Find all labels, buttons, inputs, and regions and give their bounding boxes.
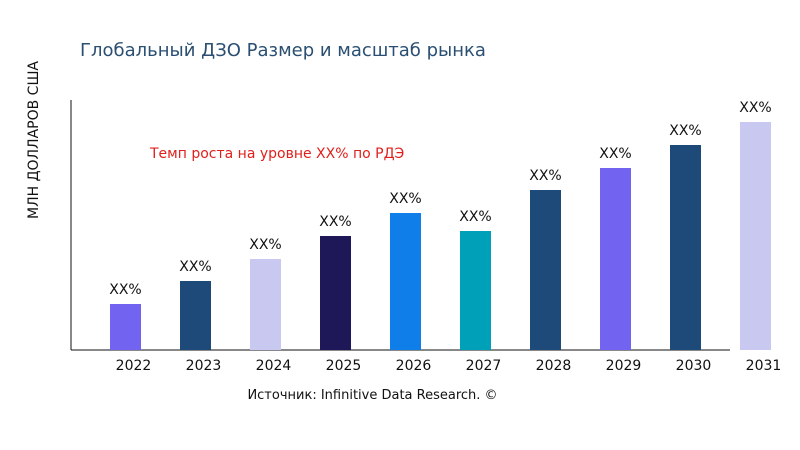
x-tick-2026: 2026 bbox=[396, 358, 432, 374]
data-label-2022: XX% bbox=[109, 282, 141, 298]
x-tick-2023: 2023 bbox=[186, 358, 222, 374]
data-label-2023: XX% bbox=[179, 259, 211, 275]
bar-2031 bbox=[740, 122, 771, 350]
bar-2027 bbox=[460, 231, 491, 350]
data-label-2027: XX% bbox=[459, 209, 491, 225]
bar-2023 bbox=[180, 281, 211, 350]
x-tick-2029: 2029 bbox=[606, 358, 642, 374]
data-label-2029: XX% bbox=[599, 146, 631, 162]
data-label-2024: XX% bbox=[249, 237, 281, 253]
x-tick-2030: 2030 bbox=[676, 358, 712, 374]
data-label-2030: XX% bbox=[669, 123, 701, 139]
chart-title: Глобальный ДЗО Размер и масштаб рынка bbox=[80, 40, 486, 61]
x-tick-2028: 2028 bbox=[536, 358, 572, 374]
data-label-2025: XX% bbox=[319, 214, 351, 230]
x-tick-2027: 2027 bbox=[466, 358, 502, 374]
data-label-2031: XX% bbox=[739, 100, 771, 116]
bar-2025 bbox=[320, 236, 351, 350]
x-tick-2024: 2024 bbox=[256, 358, 292, 374]
source-note: Источник: Infinitive Data Research. © bbox=[247, 388, 498, 403]
x-tick-2025: 2025 bbox=[326, 358, 362, 374]
bar-2030 bbox=[670, 145, 701, 350]
bar-2029 bbox=[600, 168, 631, 350]
bar-2022 bbox=[110, 304, 141, 350]
bar-2028 bbox=[530, 190, 561, 350]
data-label-2026: XX% bbox=[389, 191, 421, 207]
bar-2024 bbox=[250, 259, 281, 350]
cagr-annotation: Темп роста на уровне XX% по РДЭ bbox=[150, 146, 405, 162]
data-label-2028: XX% bbox=[529, 168, 561, 184]
bar-2026 bbox=[390, 213, 421, 350]
x-tick-2022: 2022 bbox=[116, 358, 152, 374]
x-tick-2031: 2031 bbox=[746, 358, 782, 374]
